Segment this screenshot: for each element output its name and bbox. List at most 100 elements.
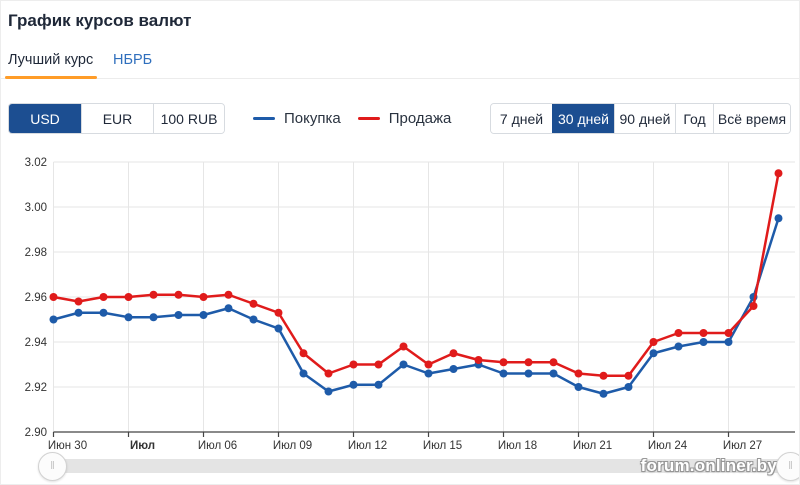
data-point-sell[interactable] — [49, 293, 58, 301]
range-toggle: 7 дней 30 дней 90 дней Год Всё время — [490, 103, 791, 134]
currency-toggle: USD EUR 100 RUB — [8, 103, 225, 134]
data-point-buy[interactable] — [174, 311, 183, 319]
x-axis-label: Июл 18 — [498, 440, 537, 452]
x-axis-label: Июл 09 — [273, 440, 312, 452]
range-year-button[interactable]: Год — [675, 104, 713, 133]
range-90d-button[interactable]: 90 дней — [614, 104, 675, 133]
legend-sell-label: Продажа — [388, 110, 452, 127]
data-point-buy[interactable] — [249, 315, 258, 324]
data-point-buy[interactable] — [49, 315, 58, 324]
data-point-sell[interactable] — [649, 338, 658, 346]
tabbar: Лучший курс НБРБ — [0, 44, 800, 79]
data-point-sell[interactable] — [424, 360, 433, 369]
data-point-sell[interactable] — [249, 299, 258, 308]
x-axis-label: Июн 30 — [48, 440, 87, 452]
data-point-buy[interactable] — [424, 369, 433, 378]
data-point-sell[interactable] — [374, 360, 383, 369]
range-all-button[interactable]: Всё время — [713, 104, 790, 133]
data-point-sell[interactable] — [224, 290, 233, 299]
data-point-buy[interactable] — [574, 383, 583, 391]
data-point-sell[interactable] — [149, 290, 158, 299]
data-point-buy[interactable] — [699, 338, 708, 346]
data-point-buy[interactable] — [399, 360, 408, 369]
data-point-buy[interactable] — [374, 380, 383, 389]
data-point-sell[interactable] — [599, 371, 608, 380]
data-point-buy[interactable] — [524, 369, 533, 378]
data-point-sell[interactable] — [449, 349, 458, 358]
watermark: forum.onliner.by — [640, 456, 777, 475]
y-axis-label: 3.02 — [25, 157, 47, 169]
data-point-buy[interactable] — [199, 311, 208, 319]
data-point-sell[interactable] — [724, 329, 733, 337]
data-point-sell[interactable] — [349, 360, 358, 369]
data-point-buy[interactable] — [124, 313, 133, 322]
data-point-sell[interactable] — [774, 169, 783, 178]
page-title: График курсов валют — [8, 11, 192, 30]
data-point-sell[interactable] — [699, 329, 708, 337]
data-point-sell[interactable] — [324, 369, 333, 378]
data-point-buy[interactable] — [549, 369, 558, 378]
data-point-buy[interactable] — [774, 214, 783, 223]
data-point-buy[interactable] — [324, 387, 333, 396]
data-point-sell[interactable] — [174, 290, 183, 299]
legend-item-sell[interactable]: Продажа — [357, 110, 452, 127]
x-axis-label: Июл 24 — [648, 440, 688, 452]
data-point-buy[interactable] — [99, 308, 108, 317]
x-axis-label: Июл 12 — [348, 440, 387, 452]
range-7d-button[interactable]: 7 дней — [491, 104, 552, 133]
tab-nbrb-label: НБРБ — [113, 52, 153, 68]
tab-best-rate[interactable]: Лучший курс — [8, 52, 93, 68]
data-point-buy[interactable] — [649, 349, 658, 358]
legend-buy-line-swatch — [253, 117, 275, 120]
data-point-buy[interactable] — [624, 383, 633, 391]
data-point-sell[interactable] — [99, 293, 108, 301]
tab-best-rate-label: Лучший курс — [8, 52, 94, 68]
scrubber-left-handle[interactable]: ‖ — [38, 452, 67, 481]
data-point-sell[interactable] — [674, 329, 683, 337]
data-point-sell[interactable] — [624, 371, 633, 380]
data-point-buy[interactable] — [74, 308, 83, 317]
data-point-sell[interactable] — [199, 293, 208, 301]
tab-nbrb[interactable]: НБРБ — [113, 52, 152, 68]
data-point-sell[interactable] — [299, 349, 308, 358]
range-30d-button[interactable]: 30 дней — [552, 104, 614, 133]
data-point-sell[interactable] — [499, 358, 508, 367]
data-point-buy[interactable] — [724, 338, 733, 346]
data-point-buy[interactable] — [499, 369, 508, 378]
data-point-buy[interactable] — [224, 304, 233, 313]
legend-buy-label: Покупка — [284, 110, 341, 127]
chart-legend: Покупка Продажа — [253, 103, 451, 134]
data-point-buy[interactable] — [599, 389, 608, 398]
x-axis-label: Июл 06 — [198, 440, 237, 452]
currency-eur-button[interactable]: EUR — [81, 104, 153, 133]
data-point-sell[interactable] — [549, 358, 558, 367]
data-point-buy[interactable] — [299, 369, 308, 378]
y-axis-label: 2.90 — [25, 427, 47, 439]
data-point-sell[interactable] — [574, 369, 583, 378]
controls-row: USD EUR 100 RUB Покупка Продажа 7 дней 3… — [0, 103, 800, 134]
currency-usd-button[interactable]: USD — [9, 104, 81, 133]
legend-sell-line-swatch — [357, 117, 380, 120]
series-line-buy — [52, 217, 780, 395]
data-point-buy[interactable] — [349, 380, 358, 389]
x-axis-label: Июл — [130, 440, 155, 452]
currency-rub-button[interactable]: 100 RUB — [153, 104, 224, 133]
data-point-sell[interactable] — [524, 358, 533, 367]
data-point-sell[interactable] — [749, 302, 758, 310]
x-axis-label: Июл 21 — [573, 440, 612, 452]
scrubber-track[interactable] — [40, 459, 800, 473]
data-point-sell[interactable] — [474, 356, 483, 364]
scrubber-right-handle[interactable]: ‖ — [776, 452, 800, 481]
data-point-buy[interactable] — [449, 365, 458, 373]
data-point-buy[interactable] — [274, 324, 283, 333]
data-point-sell[interactable] — [399, 342, 408, 351]
data-point-sell[interactable] — [124, 293, 133, 301]
data-point-buy[interactable] — [674, 342, 683, 351]
legend-item-buy[interactable]: Покупка — [253, 110, 341, 127]
data-point-buy[interactable] — [149, 313, 158, 322]
y-axis-label: 2.98 — [25, 247, 47, 259]
y-axis-label: 3.00 — [25, 202, 47, 214]
data-point-sell[interactable] — [74, 297, 83, 306]
y-axis-label: 2.94 — [25, 337, 48, 349]
data-point-sell[interactable] — [274, 308, 283, 317]
